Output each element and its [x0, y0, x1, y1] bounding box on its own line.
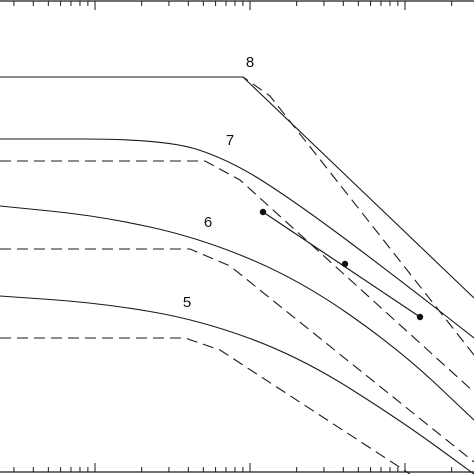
- marker-connector: [262, 211, 421, 318]
- top-axis-ticks: [13, 1, 453, 10]
- curve-label-8: 8: [246, 54, 254, 71]
- curve-label-7: 7: [226, 132, 234, 149]
- curve-8-solid: [0, 76, 474, 299]
- curve-5-solid: [0, 295, 474, 474]
- data-markers: [259, 208, 424, 321]
- curves: [0, 76, 474, 474]
- curve-6-solid: [0, 205, 474, 421]
- curve-7-solid: [0, 138, 474, 339]
- marker-line: [262, 211, 421, 318]
- curve-label-5: 5: [183, 294, 191, 311]
- curve-5-dashed: [0, 337, 411, 474]
- bottom-axis-ticks: [13, 463, 453, 472]
- data-marker-3: [416, 313, 424, 321]
- curve-6-dashed: [0, 248, 474, 463]
- data-marker-2: [341, 260, 349, 268]
- curve-7-dashed: [0, 160, 474, 393]
- curve-label-6: 6: [204, 214, 212, 231]
- curve-8-dashed: [0, 76, 474, 356]
- data-marker-1: [259, 208, 267, 216]
- curve-labels: 8 7 6 5: [183, 54, 254, 311]
